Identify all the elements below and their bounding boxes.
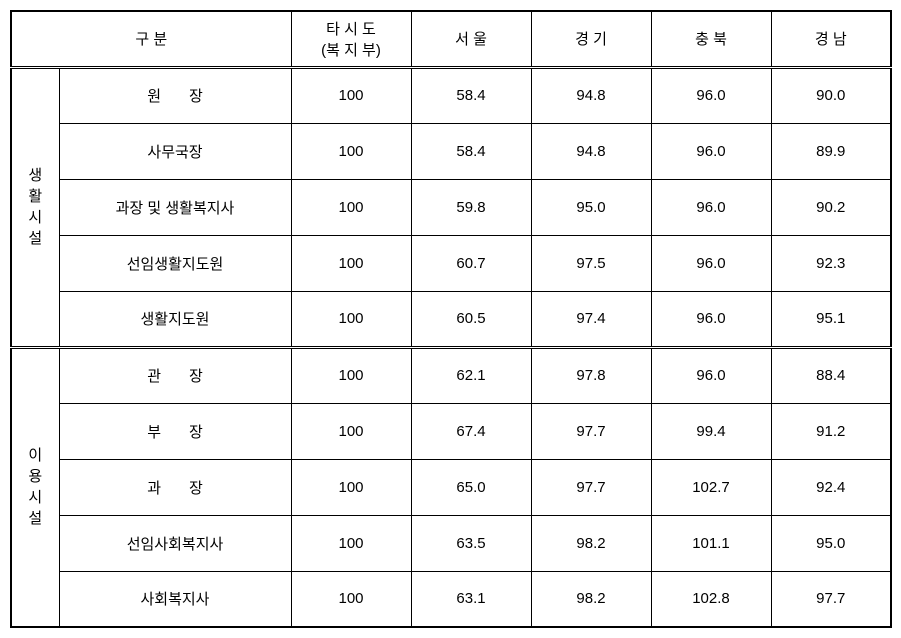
table-row: 생활지도원10060.597.496.095.1 <box>11 291 891 347</box>
value-cell: 97.7 <box>771 571 891 627</box>
table-body: 생활시설원장10058.494.896.090.0사무국장10058.494.8… <box>11 67 891 627</box>
value-cell: 95.0 <box>771 515 891 571</box>
header-col1-line2: (복 지 부) <box>292 39 411 60</box>
table-row: 선임사회복지사10063.598.2101.195.0 <box>11 515 891 571</box>
value-cell: 90.2 <box>771 179 891 235</box>
value-cell: 100 <box>291 515 411 571</box>
value-cell: 98.2 <box>531 571 651 627</box>
role-cell: 선임생활지도원 <box>59 235 291 291</box>
value-cell: 89.9 <box>771 123 891 179</box>
header-category: 구 분 <box>11 11 291 67</box>
value-cell: 94.8 <box>531 123 651 179</box>
section-label-char: 시 <box>12 487 59 508</box>
section-label-char: 설 <box>12 228 59 249</box>
value-cell: 95.1 <box>771 291 891 347</box>
section-label-char: 생 <box>12 165 59 186</box>
value-cell: 96.0 <box>651 67 771 123</box>
value-cell: 96.0 <box>651 347 771 403</box>
value-cell: 100 <box>291 571 411 627</box>
role-cell: 생활지도원 <box>59 291 291 347</box>
role-cell: 과장 <box>59 459 291 515</box>
section-label-char: 용 <box>12 466 59 487</box>
table-row: 과장10065.097.7102.792.4 <box>11 459 891 515</box>
value-cell: 92.4 <box>771 459 891 515</box>
value-cell: 102.8 <box>651 571 771 627</box>
value-cell: 62.1 <box>411 347 531 403</box>
table-row: 생활시설원장10058.494.896.090.0 <box>11 67 891 123</box>
header-col3: 경 기 <box>531 11 651 67</box>
role-cell: 부장 <box>59 403 291 459</box>
header-col1: 타 시 도 (복 지 부) <box>291 11 411 67</box>
value-cell: 60.7 <box>411 235 531 291</box>
role-cell: 사회복지사 <box>59 571 291 627</box>
value-cell: 100 <box>291 67 411 123</box>
value-cell: 97.8 <box>531 347 651 403</box>
table-row: 사무국장10058.494.896.089.9 <box>11 123 891 179</box>
salary-comparison-table: 구 분 타 시 도 (복 지 부) 서 울 경 기 충 북 경 남 생활시설원장… <box>10 10 892 628</box>
value-cell: 100 <box>291 403 411 459</box>
value-cell: 96.0 <box>651 291 771 347</box>
value-cell: 97.7 <box>531 403 651 459</box>
value-cell: 96.0 <box>651 179 771 235</box>
value-cell: 88.4 <box>771 347 891 403</box>
value-cell: 67.4 <box>411 403 531 459</box>
value-cell: 91.2 <box>771 403 891 459</box>
value-cell: 60.5 <box>411 291 531 347</box>
section-label: 생활시설 <box>11 67 59 347</box>
value-cell: 97.4 <box>531 291 651 347</box>
value-cell: 96.0 <box>651 235 771 291</box>
section-label: 이용시설 <box>11 347 59 627</box>
value-cell: 100 <box>291 179 411 235</box>
header-col5: 경 남 <box>771 11 891 67</box>
role-cell: 원장 <box>59 67 291 123</box>
header-col1-line1: 타 시 도 <box>292 18 411 39</box>
value-cell: 63.5 <box>411 515 531 571</box>
section-label-char: 이 <box>12 445 59 466</box>
value-cell: 98.2 <box>531 515 651 571</box>
table-header-row: 구 분 타 시 도 (복 지 부) 서 울 경 기 충 북 경 남 <box>11 11 891 67</box>
value-cell: 94.8 <box>531 67 651 123</box>
value-cell: 59.8 <box>411 179 531 235</box>
value-cell: 100 <box>291 235 411 291</box>
value-cell: 96.0 <box>651 123 771 179</box>
table-row: 부장10067.497.799.491.2 <box>11 403 891 459</box>
value-cell: 63.1 <box>411 571 531 627</box>
value-cell: 100 <box>291 291 411 347</box>
value-cell: 101.1 <box>651 515 771 571</box>
role-cell: 관장 <box>59 347 291 403</box>
value-cell: 65.0 <box>411 459 531 515</box>
section-label-char: 시 <box>12 207 59 228</box>
table-row: 이용시설관장10062.197.896.088.4 <box>11 347 891 403</box>
value-cell: 58.4 <box>411 67 531 123</box>
value-cell: 100 <box>291 459 411 515</box>
value-cell: 92.3 <box>771 235 891 291</box>
value-cell: 102.7 <box>651 459 771 515</box>
section-label-char: 설 <box>12 508 59 529</box>
table-row: 선임생활지도원10060.797.596.092.3 <box>11 235 891 291</box>
table-row: 과장 및 생활복지사10059.895.096.090.2 <box>11 179 891 235</box>
value-cell: 95.0 <box>531 179 651 235</box>
role-cell: 선임사회복지사 <box>59 515 291 571</box>
role-cell: 과장 및 생활복지사 <box>59 179 291 235</box>
role-cell: 사무국장 <box>59 123 291 179</box>
section-label-char: 활 <box>12 186 59 207</box>
header-col4: 충 북 <box>651 11 771 67</box>
value-cell: 99.4 <box>651 403 771 459</box>
value-cell: 100 <box>291 123 411 179</box>
value-cell: 97.5 <box>531 235 651 291</box>
value-cell: 97.7 <box>531 459 651 515</box>
value-cell: 100 <box>291 347 411 403</box>
value-cell: 58.4 <box>411 123 531 179</box>
value-cell: 90.0 <box>771 67 891 123</box>
table-row: 사회복지사10063.198.2102.897.7 <box>11 571 891 627</box>
header-col2: 서 울 <box>411 11 531 67</box>
